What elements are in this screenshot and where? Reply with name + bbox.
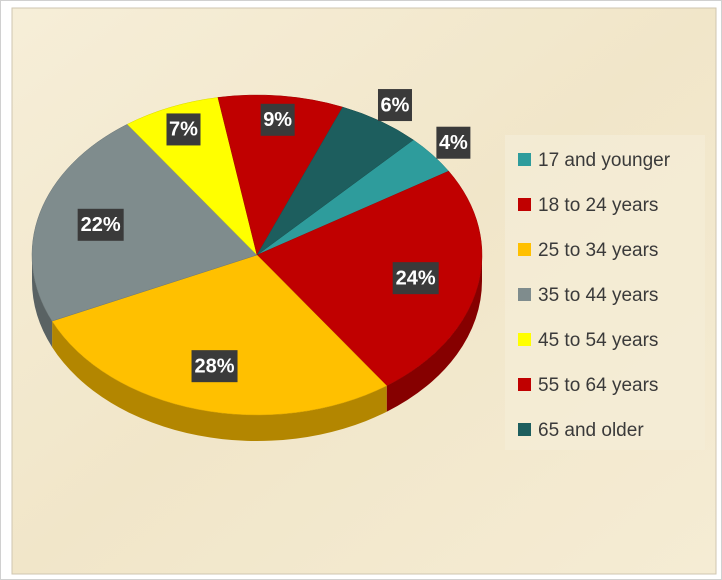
data-label-box — [77, 208, 124, 241]
slice — [217, 94, 344, 256]
legend-label: 17 and younger — [538, 150, 671, 171]
legend-swatch — [518, 198, 531, 211]
legend-label: 25 to 34 years — [538, 240, 658, 261]
legend-swatch — [518, 378, 531, 391]
legend-box — [505, 135, 705, 450]
data-label: 4% — [439, 132, 468, 154]
data-label: 6% — [381, 94, 410, 116]
slice — [31, 123, 258, 322]
legend-label: 65 and older — [538, 420, 644, 441]
slice-side — [386, 255, 482, 412]
data-label: 22% — [81, 214, 121, 236]
legend-label: 55 to 64 years — [538, 375, 658, 396]
legend-label: 18 to 24 years — [538, 195, 658, 216]
slice — [51, 254, 388, 416]
data-label-box — [191, 350, 238, 383]
data-label-box — [377, 89, 412, 122]
data-label-box — [392, 262, 439, 295]
data-label: 28% — [195, 355, 235, 377]
slice-side — [32, 255, 53, 348]
data-label-box — [436, 126, 471, 159]
legend-label: 35 to 44 years — [538, 285, 658, 306]
data-label: 7% — [169, 119, 198, 141]
legend-swatch — [518, 243, 531, 256]
data-label: 24% — [396, 267, 436, 289]
slice-side — [52, 321, 387, 441]
legend-label: 45 to 54 years — [538, 330, 658, 351]
slice — [256, 106, 414, 256]
data-label: 9% — [263, 109, 292, 131]
data-label-box — [260, 103, 295, 136]
legend-swatch — [518, 333, 531, 346]
legend-swatch — [518, 153, 531, 166]
legend-swatch — [518, 288, 531, 301]
data-label-box — [166, 113, 201, 146]
legend-swatch — [518, 423, 531, 436]
slice — [256, 170, 483, 387]
